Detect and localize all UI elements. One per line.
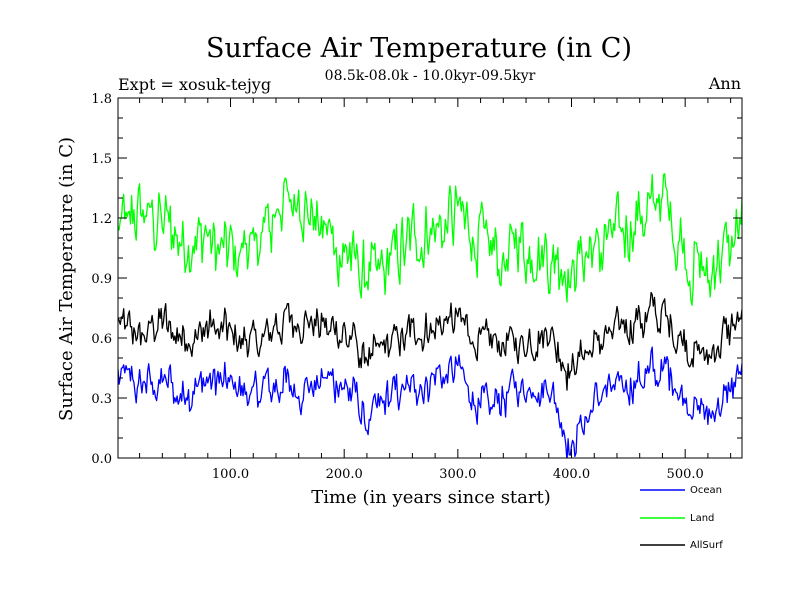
y-tick-label: 0.0 (91, 452, 112, 467)
x-axis-label: Time (in years since start) (311, 487, 551, 508)
plot-frame (117, 97, 743, 459)
y-tick-label: 0.3 (91, 392, 112, 407)
y-tick-label: 1.2 (91, 212, 112, 227)
series-line-ocean (118, 346, 742, 458)
series-line-allsurf (118, 291, 742, 391)
ticks-group: 100.0 200.0 300.0 400.0 500.0 0.0 0.3 0.6 0.9 1.2… (91, 92, 742, 482)
x-tick-label: 400.0 (553, 467, 590, 482)
y-tick-label: 0.9 (91, 272, 112, 287)
chart-subtitle: 08.5k-08.0k - 10.0kyr-09.5kyr (325, 68, 536, 84)
y-axis-label: Surface Air Temperature (in C) (56, 137, 77, 421)
x-tick-label: 200.0 (326, 467, 363, 482)
series-line-land (118, 173, 742, 306)
legend-label-ocean: Ocean (690, 485, 722, 496)
y-tick-label: 0.6 (91, 332, 112, 347)
chart-title: Surface Air Temperature (in C) (206, 33, 632, 64)
expt-label: Expt = xosuk-tejyg (118, 75, 271, 94)
series-group (118, 173, 742, 458)
y-tick-label: 1.8 (91, 92, 112, 107)
season-label: Ann (708, 74, 741, 93)
legend: Ocean Land AllSurf (640, 485, 723, 551)
legend-label-allsurf: AllSurf (690, 540, 723, 551)
legend-label-land: Land (690, 513, 714, 524)
x-tick-label: 300.0 (439, 467, 476, 482)
y-tick-label: 1.5 (91, 152, 112, 167)
x-tick-label: 500.0 (667, 467, 704, 482)
x-tick-label: 100.0 (212, 467, 249, 482)
